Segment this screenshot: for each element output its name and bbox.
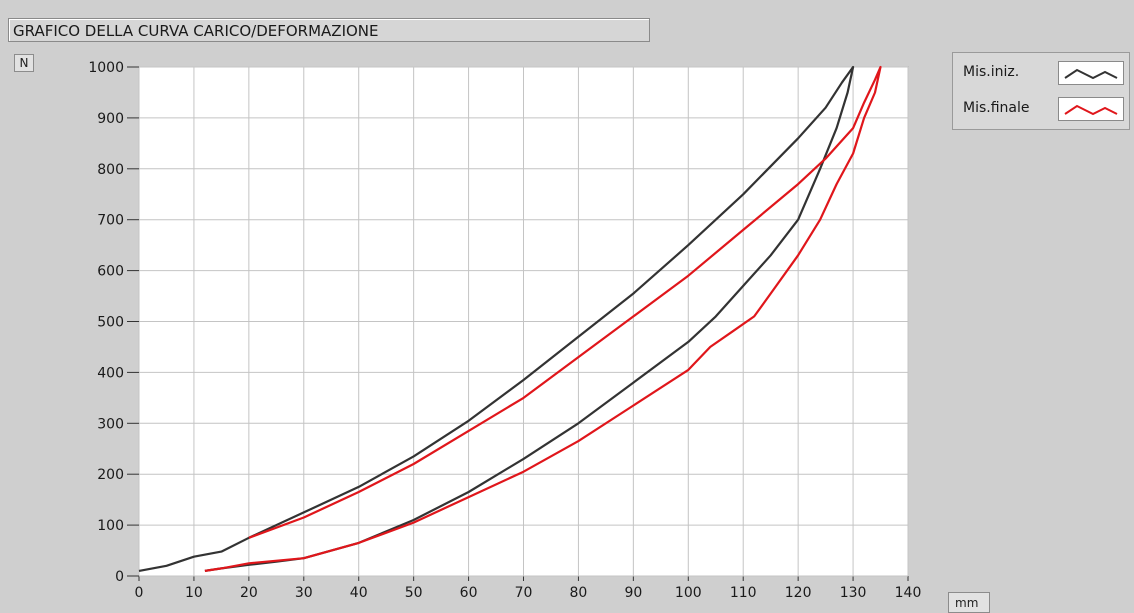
y-tick-label-0: 0 <box>115 569 124 585</box>
legend-swatch-series-2 <box>1058 97 1124 121</box>
x-tick-label-8: 80 <box>570 585 588 601</box>
y-unit-label: N <box>14 54 34 72</box>
legend-item-series-2[interactable]: Mis.finale <box>953 95 1129 123</box>
legend-swatch-series-1 <box>1058 61 1124 85</box>
y-tick-label-3: 300 <box>97 416 124 432</box>
x-tick-label-11: 110 <box>730 585 757 601</box>
y-tick-label-6: 600 <box>97 264 124 280</box>
x-tick-label-14: 140 <box>895 585 922 601</box>
x-tick-label-12: 120 <box>785 585 812 601</box>
x-tick-label-4: 40 <box>350 585 368 601</box>
chart-title: GRAFICO DELLA CURVA CARICO/DEFORMAZIONE <box>8 18 650 42</box>
x-tick-label-7: 70 <box>515 585 533 601</box>
x-tick-label-0: 0 <box>135 585 144 601</box>
y-tick-label-7: 700 <box>97 213 124 229</box>
series-line-2 <box>204 65 882 572</box>
y-tick-label-2: 200 <box>97 467 124 483</box>
x-tick-label-13: 130 <box>840 585 867 601</box>
y-tick-label-5: 500 <box>97 315 124 331</box>
y-tick-label-1: 100 <box>97 518 124 534</box>
legend[interactable]: Mis.iniz. Mis.finale <box>952 52 1130 130</box>
x-tick-label-9: 90 <box>624 585 642 601</box>
legend-label-series-1: Mis.iniz. <box>963 64 1020 80</box>
x-tick-label-10: 100 <box>675 585 702 601</box>
y-tick-label-4: 400 <box>97 365 124 381</box>
load-deformation-chart: 0 10 20 30 40 50 60 70 80 90 100 110 120 130 140 0 100 20… <box>88 60 922 601</box>
y-tick-label-9: 900 <box>97 111 124 127</box>
x-tick-label-5: 50 <box>405 585 423 601</box>
x-unit-label: mm <box>948 592 990 613</box>
series-line-1 <box>138 65 855 572</box>
legend-item-series-1[interactable]: Mis.iniz. <box>953 59 1129 87</box>
x-tick-label-6: 60 <box>460 585 478 601</box>
x-tick-label-1: 10 <box>185 585 203 601</box>
y-tick-label-10: 1000 <box>88 60 124 76</box>
legend-label-series-2: Mis.finale <box>963 100 1030 116</box>
x-tick-label-2: 20 <box>240 585 258 601</box>
y-tick-label-8: 800 <box>97 162 124 178</box>
x-tick-label-3: 30 <box>295 585 313 601</box>
